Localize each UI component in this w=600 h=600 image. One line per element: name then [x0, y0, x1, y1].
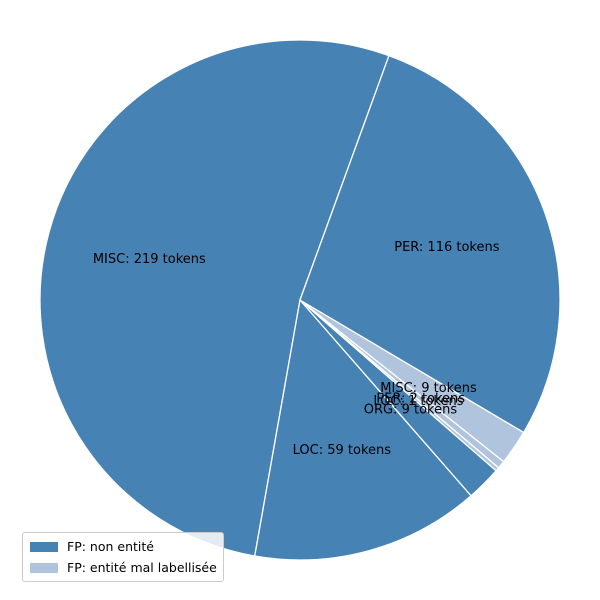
legend-entry-non-entity: FP: non entité — [30, 536, 217, 557]
legend-entry-mislabelled: FP: entité mal labellisée — [30, 557, 217, 578]
pie-label-misc-219-tokens: MISC: 219 tokens — [93, 252, 206, 267]
pie-label-org-9-tokens: ORG: 9 tokens — [364, 403, 458, 418]
pie-label-misc-9-tokens: MISC: 9 tokens — [380, 381, 477, 396]
pie-slice-misc-219-tokens — [39, 39, 390, 557]
pie-label-per-116-tokens: PER: 116 tokens — [394, 240, 499, 255]
pie-slice-per-116-tokens — [299, 54, 561, 434]
pie-label-per-2-tokens: PER: 2 tokens — [376, 391, 465, 406]
legend-swatch-mislabelled — [30, 562, 58, 573]
legend-swatch-non-entity — [30, 541, 58, 552]
pie-labels: MISC: 219 tokens LOC: 59 tokens ORG: 9 tok… — [93, 240, 500, 458]
pie-label-loc-59-tokens: LOC: 59 tokens — [293, 443, 392, 458]
pie-slices — [39, 39, 561, 561]
pie-slice-loc-59-tokens — [253, 298, 473, 561]
chart-legend: FP: non entité FP: entité mal labellisée — [22, 532, 224, 582]
legend-label-mislabelled: FP: entité mal labellisée — [67, 560, 217, 575]
legend-label-non-entity: FP: non entité — [67, 539, 154, 554]
pie-label-loc-1-tokens: LOC: 1 tokens — [373, 394, 463, 409]
